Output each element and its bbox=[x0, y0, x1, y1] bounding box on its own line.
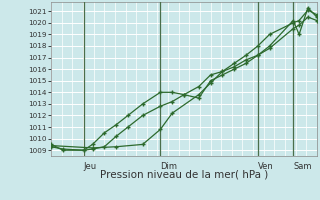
Text: Dim: Dim bbox=[160, 162, 177, 171]
Text: Ven: Ven bbox=[258, 162, 274, 171]
Text: Sam: Sam bbox=[293, 162, 312, 171]
X-axis label: Pression niveau de la mer( hPa ): Pression niveau de la mer( hPa ) bbox=[100, 170, 268, 180]
Text: Jeu: Jeu bbox=[84, 162, 97, 171]
